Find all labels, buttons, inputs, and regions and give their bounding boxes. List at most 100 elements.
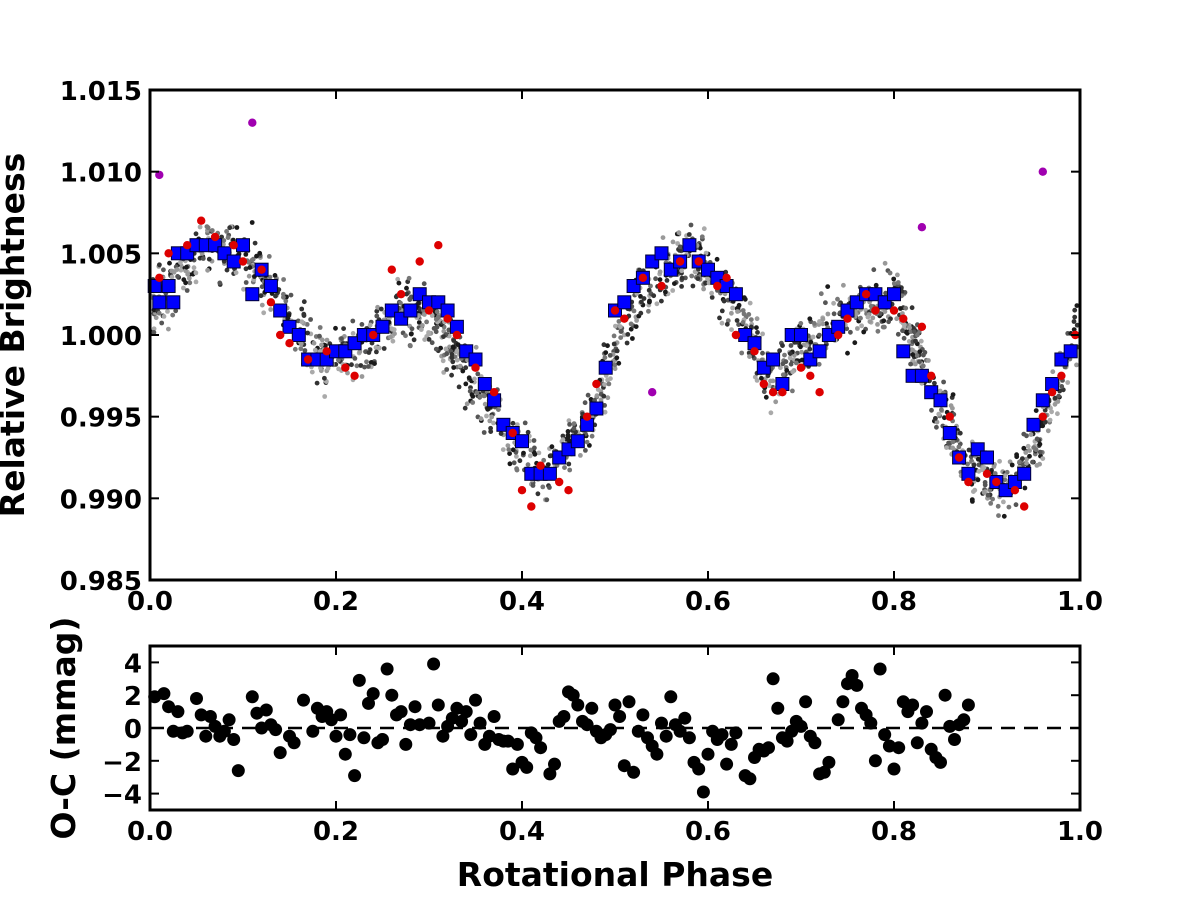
background-dot (381, 346, 387, 351)
background-dot (301, 313, 307, 318)
background-dot (578, 453, 583, 458)
background-dot (883, 290, 888, 296)
residual-point (548, 757, 561, 771)
background-dot (760, 350, 765, 356)
blue-square-point (942, 426, 957, 440)
blue-square-point (245, 287, 260, 302)
background-dot (170, 312, 176, 318)
background-dot (616, 319, 622, 324)
background-dot (421, 281, 427, 287)
residual-point (362, 696, 375, 710)
residual-point (287, 736, 301, 750)
background-dot (736, 302, 742, 308)
blue-square-point (477, 377, 492, 391)
residual-point (873, 662, 887, 676)
background-dot (894, 316, 900, 322)
background-dot (374, 308, 380, 314)
background-dot (799, 349, 805, 355)
background-dot (404, 285, 409, 291)
background-dot (299, 306, 305, 312)
brightness-marks (147, 118, 1080, 519)
red-dot-point (917, 322, 927, 331)
background-dot (975, 456, 981, 462)
background-dot (571, 426, 577, 431)
red-dot-point (183, 241, 192, 250)
background-dot (475, 371, 481, 377)
residual-point (348, 769, 362, 783)
blue-square-point (542, 466, 557, 481)
background-dot (881, 318, 887, 324)
background-dot (288, 292, 294, 298)
background-dot (891, 276, 897, 282)
x-tick-label: 0.4 (499, 817, 545, 847)
red-dot-point (871, 306, 880, 315)
background-dot (299, 319, 305, 325)
background-dot (352, 356, 358, 361)
background-dot (920, 363, 926, 369)
background-dot (364, 359, 369, 365)
red-dot-point (1057, 371, 1066, 380)
red-dot-point (197, 216, 206, 225)
background-dot (246, 273, 252, 279)
red-dot-point (322, 347, 331, 356)
residual-point (836, 695, 850, 709)
background-dot (670, 288, 676, 293)
background-dot (607, 353, 613, 358)
background-dot (909, 347, 915, 353)
background-dot (913, 361, 918, 367)
background-dot (907, 325, 912, 331)
background-dot (985, 492, 991, 498)
background-dot (451, 365, 457, 370)
background-dot (638, 310, 644, 316)
residual-point (878, 728, 892, 742)
background-dot (469, 392, 475, 398)
background-dot (540, 484, 546, 490)
blue-square-point (291, 328, 306, 342)
background-dot (1014, 452, 1019, 458)
background-dot (156, 310, 162, 316)
residual-point (720, 757, 734, 771)
red-dot-point (341, 363, 350, 372)
background-dot (936, 411, 942, 417)
background-dot (706, 280, 712, 286)
background-dot (950, 439, 956, 445)
background-dot (325, 365, 331, 371)
background-dot (366, 350, 372, 355)
residual-point (910, 736, 924, 750)
background-dot (816, 361, 822, 367)
background-dot (166, 326, 171, 332)
purple-dot-point (248, 118, 257, 127)
background-dot (267, 274, 273, 280)
residual-point (678, 711, 692, 725)
background-dot (1047, 417, 1053, 423)
background-dot (754, 325, 759, 330)
background-dot (721, 298, 727, 304)
background-dot (852, 340, 858, 346)
background-dot (378, 306, 384, 312)
background-dot (261, 310, 267, 316)
background-dot (234, 225, 240, 230)
blue-square-point (1035, 393, 1050, 408)
background-dot (1021, 445, 1027, 451)
background-dot (807, 346, 813, 352)
background-dot (909, 305, 915, 311)
background-dot (950, 445, 956, 451)
background-dot (611, 341, 617, 347)
background-dot (481, 430, 487, 435)
red-dot-point (861, 290, 871, 299)
background-dot (181, 285, 186, 291)
residual-point (892, 741, 906, 755)
background-dot (311, 340, 317, 346)
background-dot (754, 316, 760, 322)
background-dot (823, 300, 828, 306)
background-dot (1037, 441, 1043, 447)
background-dot (429, 313, 435, 318)
residual-point (696, 785, 710, 799)
residual-point (231, 764, 245, 778)
residual-point (659, 729, 673, 743)
residual-marks (148, 657, 975, 799)
residual-point (464, 728, 478, 742)
residual-point (157, 687, 171, 701)
blue-square-point (1026, 417, 1041, 432)
blue-square-point (914, 368, 929, 383)
